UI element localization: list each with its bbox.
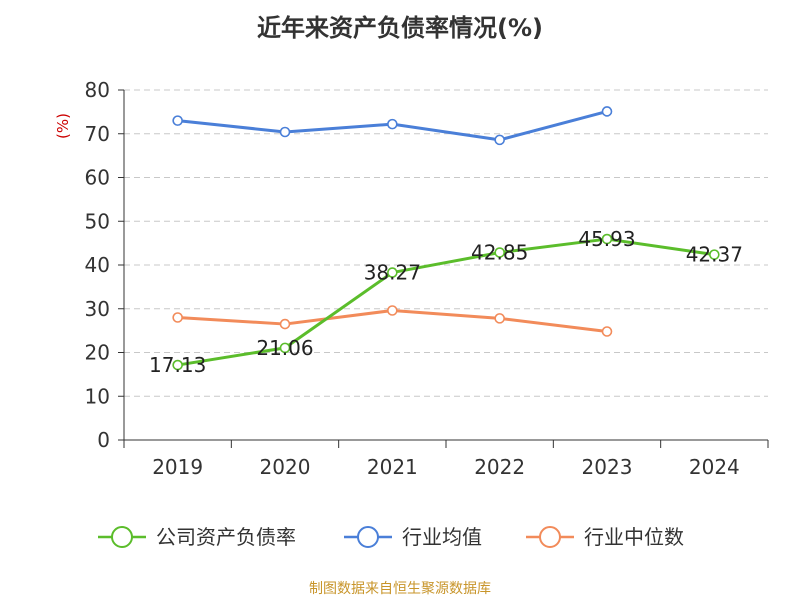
data-point (494, 313, 505, 324)
x-tick-label: 2021 (367, 455, 418, 479)
data-point (494, 247, 505, 258)
x-tick-label: 2023 (582, 455, 633, 479)
y-tick-label: 20 (85, 341, 110, 365)
legend-label: 公司资产负债率 (156, 525, 296, 549)
data-point (172, 312, 183, 323)
legend-marker (111, 526, 133, 548)
data-point (387, 118, 398, 130)
data-point (279, 126, 291, 138)
data-point (601, 326, 613, 337)
x-tick-label: 2022 (474, 455, 525, 479)
legend-marker (539, 526, 561, 548)
y-tick-label: 80 (85, 78, 110, 102)
data-point (709, 249, 720, 260)
data-label: 17.13 (149, 353, 206, 377)
y-tick-label: 70 (85, 122, 110, 146)
legend-label: 行业中位数 (584, 525, 684, 549)
x-tick-label: 2020 (260, 455, 311, 479)
data-point (279, 318, 291, 330)
y-axis-label: (%) (54, 113, 72, 139)
data-point (279, 342, 291, 354)
legend-marker (357, 526, 379, 548)
data-label: 42.37 (686, 243, 743, 267)
data-point (172, 115, 183, 126)
y-tick-label: 30 (85, 297, 110, 321)
data-label: 45.93 (578, 227, 635, 251)
source-note: 制图数据来自恒生聚源数据库 (309, 581, 491, 597)
data-point (494, 134, 505, 146)
data-point (387, 267, 398, 278)
data-label: 42.85 (471, 241, 528, 265)
data-point (601, 106, 613, 117)
data-label: 38.27 (364, 261, 421, 285)
y-tick-label: 10 (85, 384, 110, 408)
legend-label: 行业均值 (402, 525, 482, 549)
y-tick-label: 0 (97, 428, 110, 452)
data-point (387, 305, 398, 316)
data-label: 21.06 (256, 336, 313, 360)
y-tick-label: 60 (85, 166, 110, 190)
series-line (177, 237, 715, 367)
data-point (172, 359, 183, 371)
data-point (601, 233, 613, 245)
y-tick-label: 50 (85, 209, 110, 233)
y-tick-label: 40 (85, 253, 110, 277)
x-tick-label: 2024 (689, 455, 740, 479)
chart-title: 近年来资产负债率情况(%) (257, 14, 543, 42)
x-tick-label: 2019 (152, 455, 203, 479)
